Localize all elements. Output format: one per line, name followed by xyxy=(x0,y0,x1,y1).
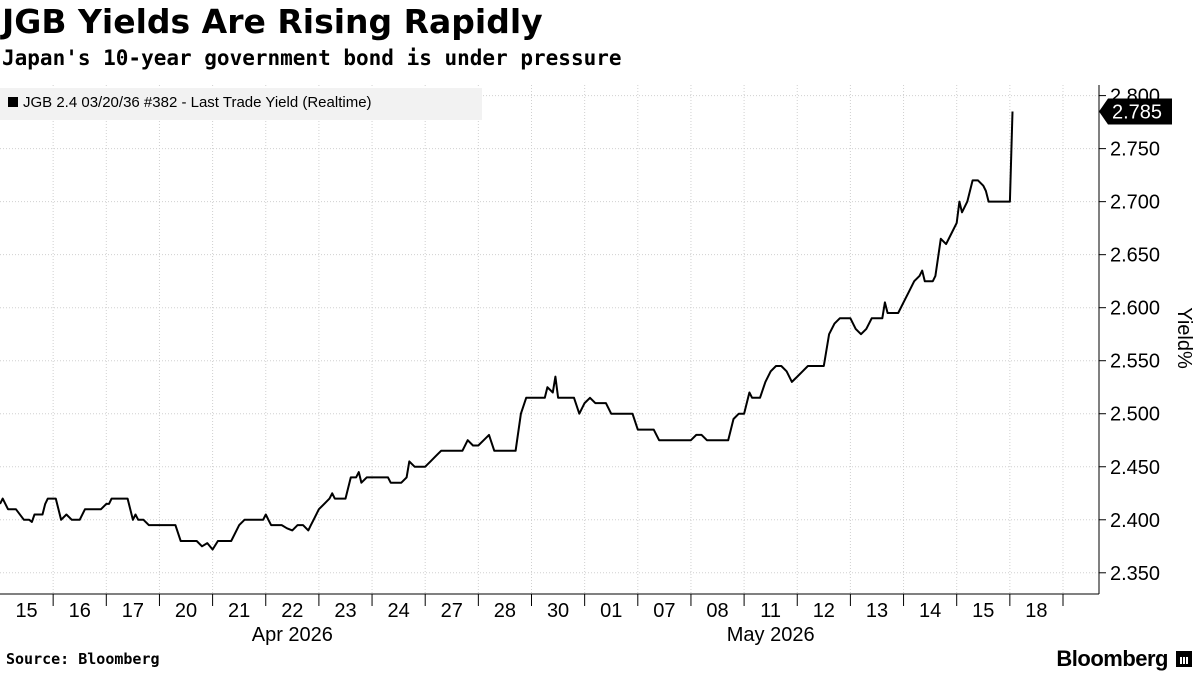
x-tick-label: 12 xyxy=(813,600,835,622)
legend-label: JGB 2.4 03/20/36 #382 - Last Trade Yield… xyxy=(23,94,372,111)
chart-title: JGB Yields Are Rising Rapidly xyxy=(2,2,543,41)
x-month-label: Apr 2026 xyxy=(252,624,333,646)
x-tick-label: 08 xyxy=(706,600,728,622)
x-month-label: May 2026 xyxy=(727,624,815,646)
x-tick-label: 01 xyxy=(600,600,622,622)
x-tick-label: 27 xyxy=(441,600,463,622)
last-value-flag xyxy=(1099,98,1172,125)
brand-name: Bloomberg xyxy=(1056,646,1168,671)
legend-swatch xyxy=(8,97,18,107)
y-tick-label: 2.500 xyxy=(1110,404,1160,426)
y-axis-label: Yield% xyxy=(1173,307,1195,369)
y-tick-label: 2.650 xyxy=(1110,245,1160,267)
x-tick-label: 13 xyxy=(866,600,888,622)
x-tick-label: 20 xyxy=(175,600,197,622)
x-tick-label: 17 xyxy=(122,600,144,622)
source-note: Source: Bloomberg xyxy=(6,650,160,668)
y-tick-label: 2.750 xyxy=(1110,139,1160,161)
y-axis-ticks: 2.350 2.400 2.450 2.500 2.550 2.600 2.650 2.700… xyxy=(1099,86,1160,585)
y-tick-label: 2.700 xyxy=(1110,192,1160,214)
gridlines xyxy=(0,85,1099,594)
y-tick-label: 2.550 xyxy=(1110,351,1160,373)
series-line-jgb-yield xyxy=(0,111,1014,551)
x-tick-label: 11 xyxy=(760,600,781,622)
y-tick-label: 2.350 xyxy=(1110,563,1160,585)
x-axis-tick-marks xyxy=(0,593,1099,606)
x-tick-label: 23 xyxy=(334,600,356,622)
x-tick-label: 30 xyxy=(547,600,569,622)
x-tick-label: 07 xyxy=(653,600,675,622)
x-tick-label: 24 xyxy=(388,600,410,622)
x-tick-label: 28 xyxy=(494,600,516,622)
x-tick-label: 18 xyxy=(1025,600,1047,622)
x-tick-label: 16 xyxy=(69,600,91,622)
x-axis-labels: 15 16 17 20 21 22 23 24 27 28 30 01 07 08 11 12 13 14 15 18… xyxy=(15,600,1047,646)
last-value-text: 2.785 xyxy=(1112,102,1162,124)
x-tick-label: 22 xyxy=(281,600,303,622)
brand-logo: Bloomberg xyxy=(1056,646,1192,672)
y-tick-label: 2.600 xyxy=(1110,298,1160,320)
last-value-label: 2.785 xyxy=(1099,98,1172,125)
x-tick-label: 14 xyxy=(919,600,941,622)
chart-subtitle: Japan's 10-year government bond is under… xyxy=(2,46,622,70)
legend-background xyxy=(0,88,482,120)
x-tick-label: 21 xyxy=(228,600,250,622)
bloomberg-terminal-icon xyxy=(1176,651,1192,667)
y-tick-label: 2.400 xyxy=(1110,510,1160,532)
x-tick-label: 15 xyxy=(972,600,994,622)
y-tick-label: 2.450 xyxy=(1110,457,1160,479)
x-tick-label: 15 xyxy=(15,600,37,622)
